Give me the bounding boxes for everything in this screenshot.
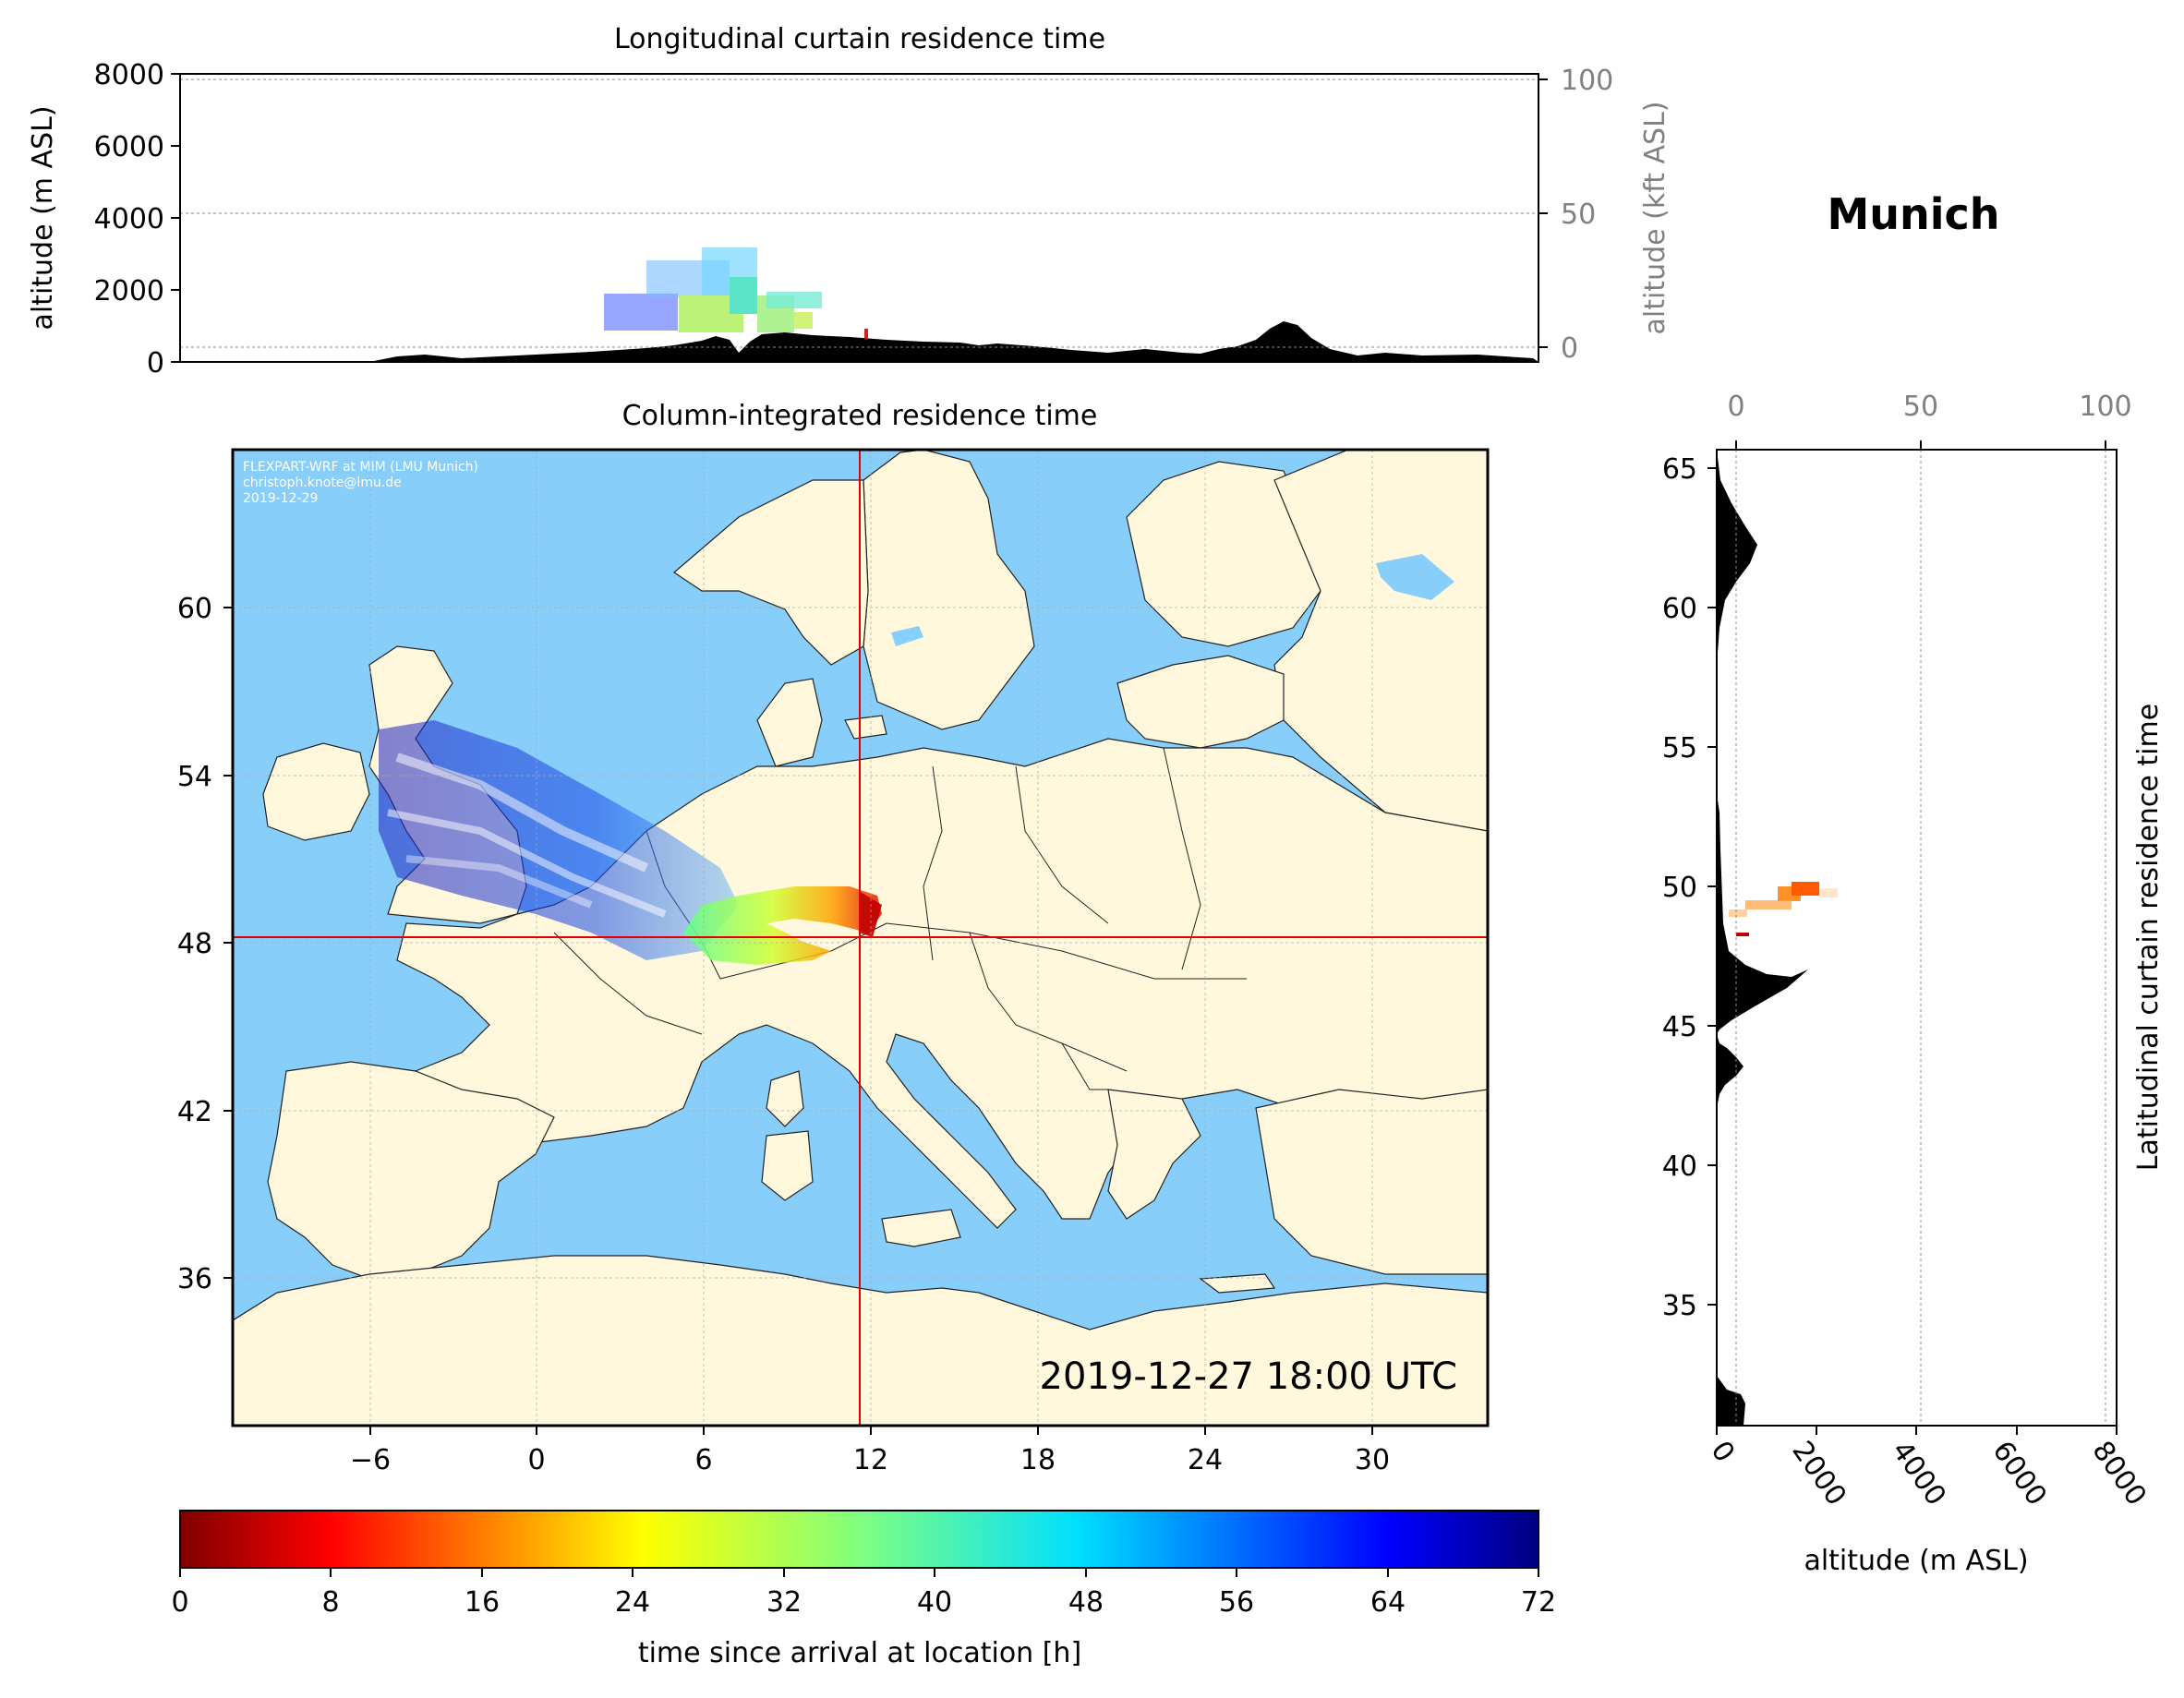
right-ylabel: Latitudinal curtain residence time xyxy=(2132,704,2165,1171)
map-ytick: 48 xyxy=(177,928,212,960)
colorbar-gradient xyxy=(179,1510,1539,1569)
right-xlabel: altitude (m ASL) xyxy=(1804,1545,2028,1577)
map-credit-line: FLEXPART-WRF at MIM (LMU Munich) xyxy=(243,460,478,475)
map-frame xyxy=(231,448,1490,1427)
map-title: Column-integrated residence time xyxy=(622,400,1098,432)
colorbar-tick: 56 xyxy=(1219,1586,1254,1619)
map-xtick: 18 xyxy=(1020,1444,1056,1476)
map-xtick: 12 xyxy=(853,1444,888,1476)
top-terrain xyxy=(180,321,1538,362)
top-ytick-right: 50 xyxy=(1561,199,1596,231)
map-ytick: 42 xyxy=(177,1096,212,1128)
map-timestamp: 2019-12-27 18:00 UTC xyxy=(1040,1355,1457,1398)
top-ytick: 6000 xyxy=(94,131,164,163)
colorbar-label: time since arrival at location [h] xyxy=(638,1637,1081,1669)
location-title: Munich xyxy=(1827,189,1999,239)
colorbar-tick: 40 xyxy=(917,1586,952,1619)
top-ylabel: altitude (m ASL) xyxy=(27,105,59,330)
top-ytick-right: 0 xyxy=(1561,332,1578,365)
right-ytick: 40 xyxy=(1662,1150,1697,1183)
right-xtick: 2000 xyxy=(1785,1436,1852,1512)
colorbar: 0 8 16 24 32 40 48 56 64 72 time since a… xyxy=(171,1510,1556,1669)
map-xtick: 6 xyxy=(694,1444,712,1476)
latitudinal-curtain-panel: 35 40 45 50 55 60 65 0 50 100 0 xyxy=(1662,391,2165,1577)
right-xtick: 4000 xyxy=(1885,1436,1951,1512)
right-panel-frame xyxy=(1716,449,2118,1427)
right-ytick: 45 xyxy=(1662,1011,1697,1043)
map-ytick: 36 xyxy=(177,1263,212,1295)
map-xtick: 0 xyxy=(527,1444,545,1476)
map-xtick: 30 xyxy=(1355,1444,1390,1476)
right-ytick: 65 xyxy=(1662,453,1697,486)
colorbar-tick: 24 xyxy=(615,1586,650,1619)
top-panel-frame xyxy=(179,73,1539,363)
top-ytick: 8000 xyxy=(94,59,164,91)
map-ytick: 54 xyxy=(177,761,212,793)
colorbar-tick: 72 xyxy=(1521,1586,1556,1619)
top-ytick-right: 100 xyxy=(1561,65,1613,97)
top-ytick: 2000 xyxy=(94,275,164,307)
map-xtick: 24 xyxy=(1188,1444,1223,1476)
colorbar-tick: 32 xyxy=(766,1586,802,1619)
column-integrated-map: Column-integrated residence time xyxy=(177,400,1490,1476)
colorbar-tick: 48 xyxy=(1068,1586,1104,1619)
top-ytick: 4000 xyxy=(94,203,164,235)
right-xtick: 6000 xyxy=(1985,1436,2052,1512)
top-panel-title: Longitudinal curtain residence time xyxy=(614,23,1105,55)
colorbar-tick: 16 xyxy=(465,1586,500,1619)
map-xtick: −6 xyxy=(350,1444,391,1476)
top-curtain-plume xyxy=(604,247,868,340)
right-ytick: 35 xyxy=(1662,1290,1697,1322)
right-xtick-top: 100 xyxy=(2079,391,2131,423)
longitudinal-curtain-panel: Longitudinal curtain residence time xyxy=(27,23,1671,379)
colorbar-tick: 64 xyxy=(1370,1586,1406,1619)
map-plume xyxy=(379,720,882,965)
right-xtick-top: 0 xyxy=(1727,391,1744,423)
right-ytick: 50 xyxy=(1662,872,1697,904)
right-ytick: 55 xyxy=(1662,732,1697,765)
map-credit-line: 2019-12-29 xyxy=(243,491,318,506)
colorbar-tick: 8 xyxy=(321,1586,339,1619)
map-credit-line: christoph.knote@lmu.de xyxy=(243,476,402,490)
right-xtick-top: 50 xyxy=(1903,391,1938,423)
right-xtick: 0 xyxy=(1704,1436,1741,1469)
top-ylabel-right: altitude (kft ASL) xyxy=(1639,101,1671,334)
right-curtain-plume xyxy=(1729,882,1838,936)
colorbar-tick: 0 xyxy=(171,1586,188,1619)
right-xtick: 8000 xyxy=(2085,1436,2152,1512)
right-ytick: 60 xyxy=(1662,593,1697,625)
right-terrain xyxy=(1717,450,1808,1426)
map-ytick: 60 xyxy=(177,593,212,625)
top-ytick: 0 xyxy=(147,347,164,379)
